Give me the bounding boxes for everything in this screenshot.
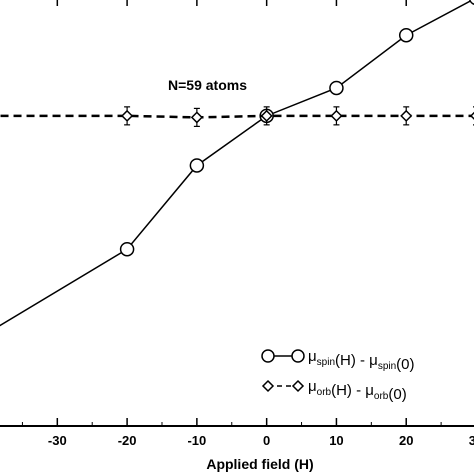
legend-item-spin: μspin(H) - μspin(0) (261, 348, 415, 373)
point-orb (121, 109, 134, 122)
point-spin (119, 241, 135, 257)
legend-marker (291, 349, 305, 363)
series-layer (0, 0, 474, 327)
point-orb (330, 109, 343, 122)
point-spin (329, 80, 344, 96)
point-orb (190, 111, 203, 124)
legend: μspin(H) - μspin(0) μorb(H) - μorb(0) (261, 348, 415, 403)
legend-label: μorb(H) - μorb(0) (308, 378, 407, 403)
x-tick-label: -30 (48, 433, 67, 448)
x-tick-label: 10 (329, 433, 343, 448)
point-orb (469, 111, 474, 120)
point-orb (260, 109, 273, 122)
series-spin (0, 0, 474, 327)
annotation-text: N=59 atoms (168, 77, 247, 93)
x-tick-label: -10 (187, 433, 206, 448)
x-tick-label: 20 (399, 433, 413, 448)
series-orb (0, 106, 474, 128)
legend-item-orb: μorb(H) - μorb(0) (261, 378, 407, 403)
point-spin (398, 27, 414, 43)
point-spin (469, 0, 474, 5)
legend-marker (261, 349, 275, 363)
legend-marker (261, 379, 275, 393)
plot-axes: -30 -20 -10 0 10 20 30 (0, 0, 474, 448)
x-tick-label: -20 (118, 433, 137, 448)
legend-label: μspin(H) - μspin(0) (308, 348, 415, 373)
x-tick-label: 30 (469, 433, 474, 448)
point-spin (189, 158, 205, 173)
point-orb (400, 109, 413, 122)
x-axis-title: Applied field (H) (206, 456, 313, 472)
plot-frame (0, 425, 474, 427)
x-tick-label: 0 (263, 433, 270, 448)
series-line-spin (0, 0, 474, 327)
legend-marker (291, 379, 305, 393)
